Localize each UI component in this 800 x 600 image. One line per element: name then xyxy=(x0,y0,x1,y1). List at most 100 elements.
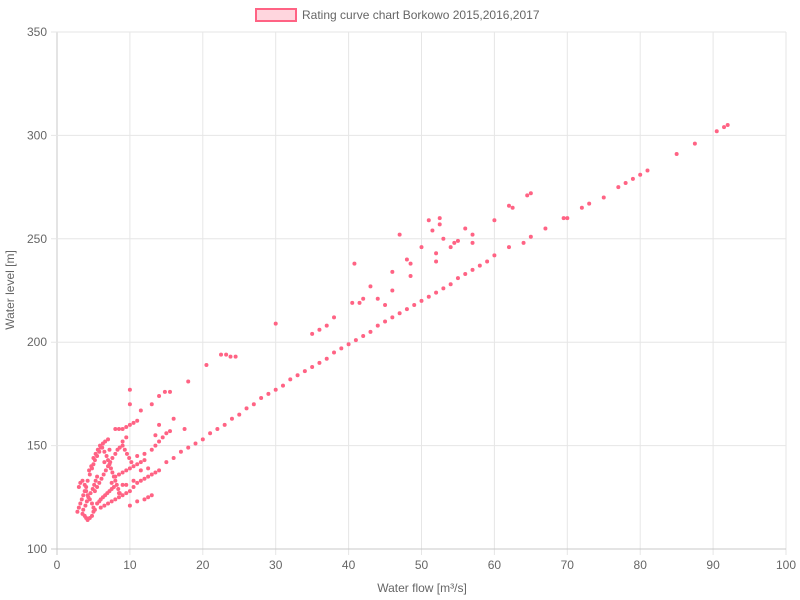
data-point xyxy=(426,218,431,223)
data-point xyxy=(352,261,357,266)
data-point xyxy=(204,362,209,367)
data-point xyxy=(102,460,107,465)
data-point xyxy=(127,402,132,407)
data-point xyxy=(350,300,355,305)
data-point xyxy=(120,427,125,432)
data-point xyxy=(528,234,533,239)
data-point xyxy=(324,356,329,361)
data-point xyxy=(506,245,511,250)
data-point xyxy=(324,323,329,328)
data-point xyxy=(149,447,154,452)
data-point xyxy=(437,222,442,227)
x-tick-label: 10 xyxy=(123,558,137,572)
data-point xyxy=(117,445,122,450)
data-point xyxy=(87,472,92,477)
data-point xyxy=(368,329,373,334)
data-point xyxy=(492,253,497,258)
data-point xyxy=(160,435,165,440)
data-point xyxy=(76,505,81,510)
data-point xyxy=(102,503,107,508)
data-point xyxy=(92,507,97,512)
data-point xyxy=(114,482,119,487)
data-point xyxy=(116,487,121,492)
data-point xyxy=(339,346,344,351)
data-point xyxy=(228,354,233,359)
y-tick-label: 300 xyxy=(27,128,47,142)
data-point xyxy=(131,464,136,469)
data-point xyxy=(167,429,172,434)
data-point xyxy=(157,439,162,444)
data-point xyxy=(142,497,147,502)
data-point xyxy=(135,453,140,458)
data-point xyxy=(317,360,322,365)
data-point xyxy=(463,271,468,276)
data-point xyxy=(149,493,154,498)
data-point xyxy=(135,480,140,485)
data-point xyxy=(674,152,679,157)
data-point xyxy=(113,474,118,479)
data-point xyxy=(452,240,457,245)
data-point xyxy=(288,377,293,382)
data-point xyxy=(565,216,570,221)
data-point xyxy=(149,472,154,477)
data-point xyxy=(111,484,116,489)
data-point xyxy=(302,369,307,374)
data-point xyxy=(375,296,380,301)
data-point xyxy=(78,501,83,506)
data-point xyxy=(193,441,198,446)
data-point xyxy=(110,456,115,461)
data-point xyxy=(101,472,106,477)
data-point xyxy=(146,495,151,500)
data-point xyxy=(127,387,132,392)
data-point xyxy=(88,491,93,496)
data-point xyxy=(106,501,111,506)
legend[interactable]: Rating curve chart Borkowo 2015,2016,201… xyxy=(255,8,540,22)
data-point xyxy=(157,468,162,473)
y-axis-title: Water level [m] xyxy=(3,250,17,330)
data-point xyxy=(131,478,136,483)
data-point xyxy=(601,195,606,200)
data-point xyxy=(79,497,84,502)
data-point xyxy=(91,456,96,461)
data-point xyxy=(120,470,125,475)
data-point xyxy=(477,263,482,268)
data-point xyxy=(109,499,114,504)
data-point xyxy=(645,168,650,173)
data-point xyxy=(108,460,113,465)
data-point xyxy=(200,437,205,442)
data-point xyxy=(623,180,628,185)
grid-lines xyxy=(51,31,787,555)
data-point xyxy=(116,491,121,496)
data-point xyxy=(164,460,169,465)
data-point xyxy=(280,383,285,388)
data-point xyxy=(142,458,147,463)
data-point xyxy=(127,489,132,494)
data-point xyxy=(725,123,730,128)
x-tick-label: 50 xyxy=(415,558,429,572)
data-point xyxy=(375,323,380,328)
data-point xyxy=(419,245,424,250)
data-point xyxy=(346,342,351,347)
data-point xyxy=(102,449,107,454)
data-point xyxy=(131,484,136,489)
data-point xyxy=(124,435,129,440)
data-point xyxy=(98,505,103,510)
data-point xyxy=(510,205,515,210)
data-point xyxy=(87,468,92,473)
data-point xyxy=(434,259,439,264)
data-point xyxy=(368,284,373,289)
data-point xyxy=(124,451,129,456)
data-point xyxy=(103,468,108,473)
data-point xyxy=(525,193,530,198)
data-point xyxy=(127,503,132,508)
data-point xyxy=(95,447,100,452)
data-point xyxy=(127,456,132,461)
data-point xyxy=(142,451,147,456)
data-point xyxy=(383,302,388,307)
data-point xyxy=(441,286,446,291)
data-point xyxy=(129,460,134,465)
data-point xyxy=(86,495,91,500)
data-point xyxy=(397,232,402,237)
data-point xyxy=(430,228,435,233)
y-tick-label: 100 xyxy=(27,542,47,556)
